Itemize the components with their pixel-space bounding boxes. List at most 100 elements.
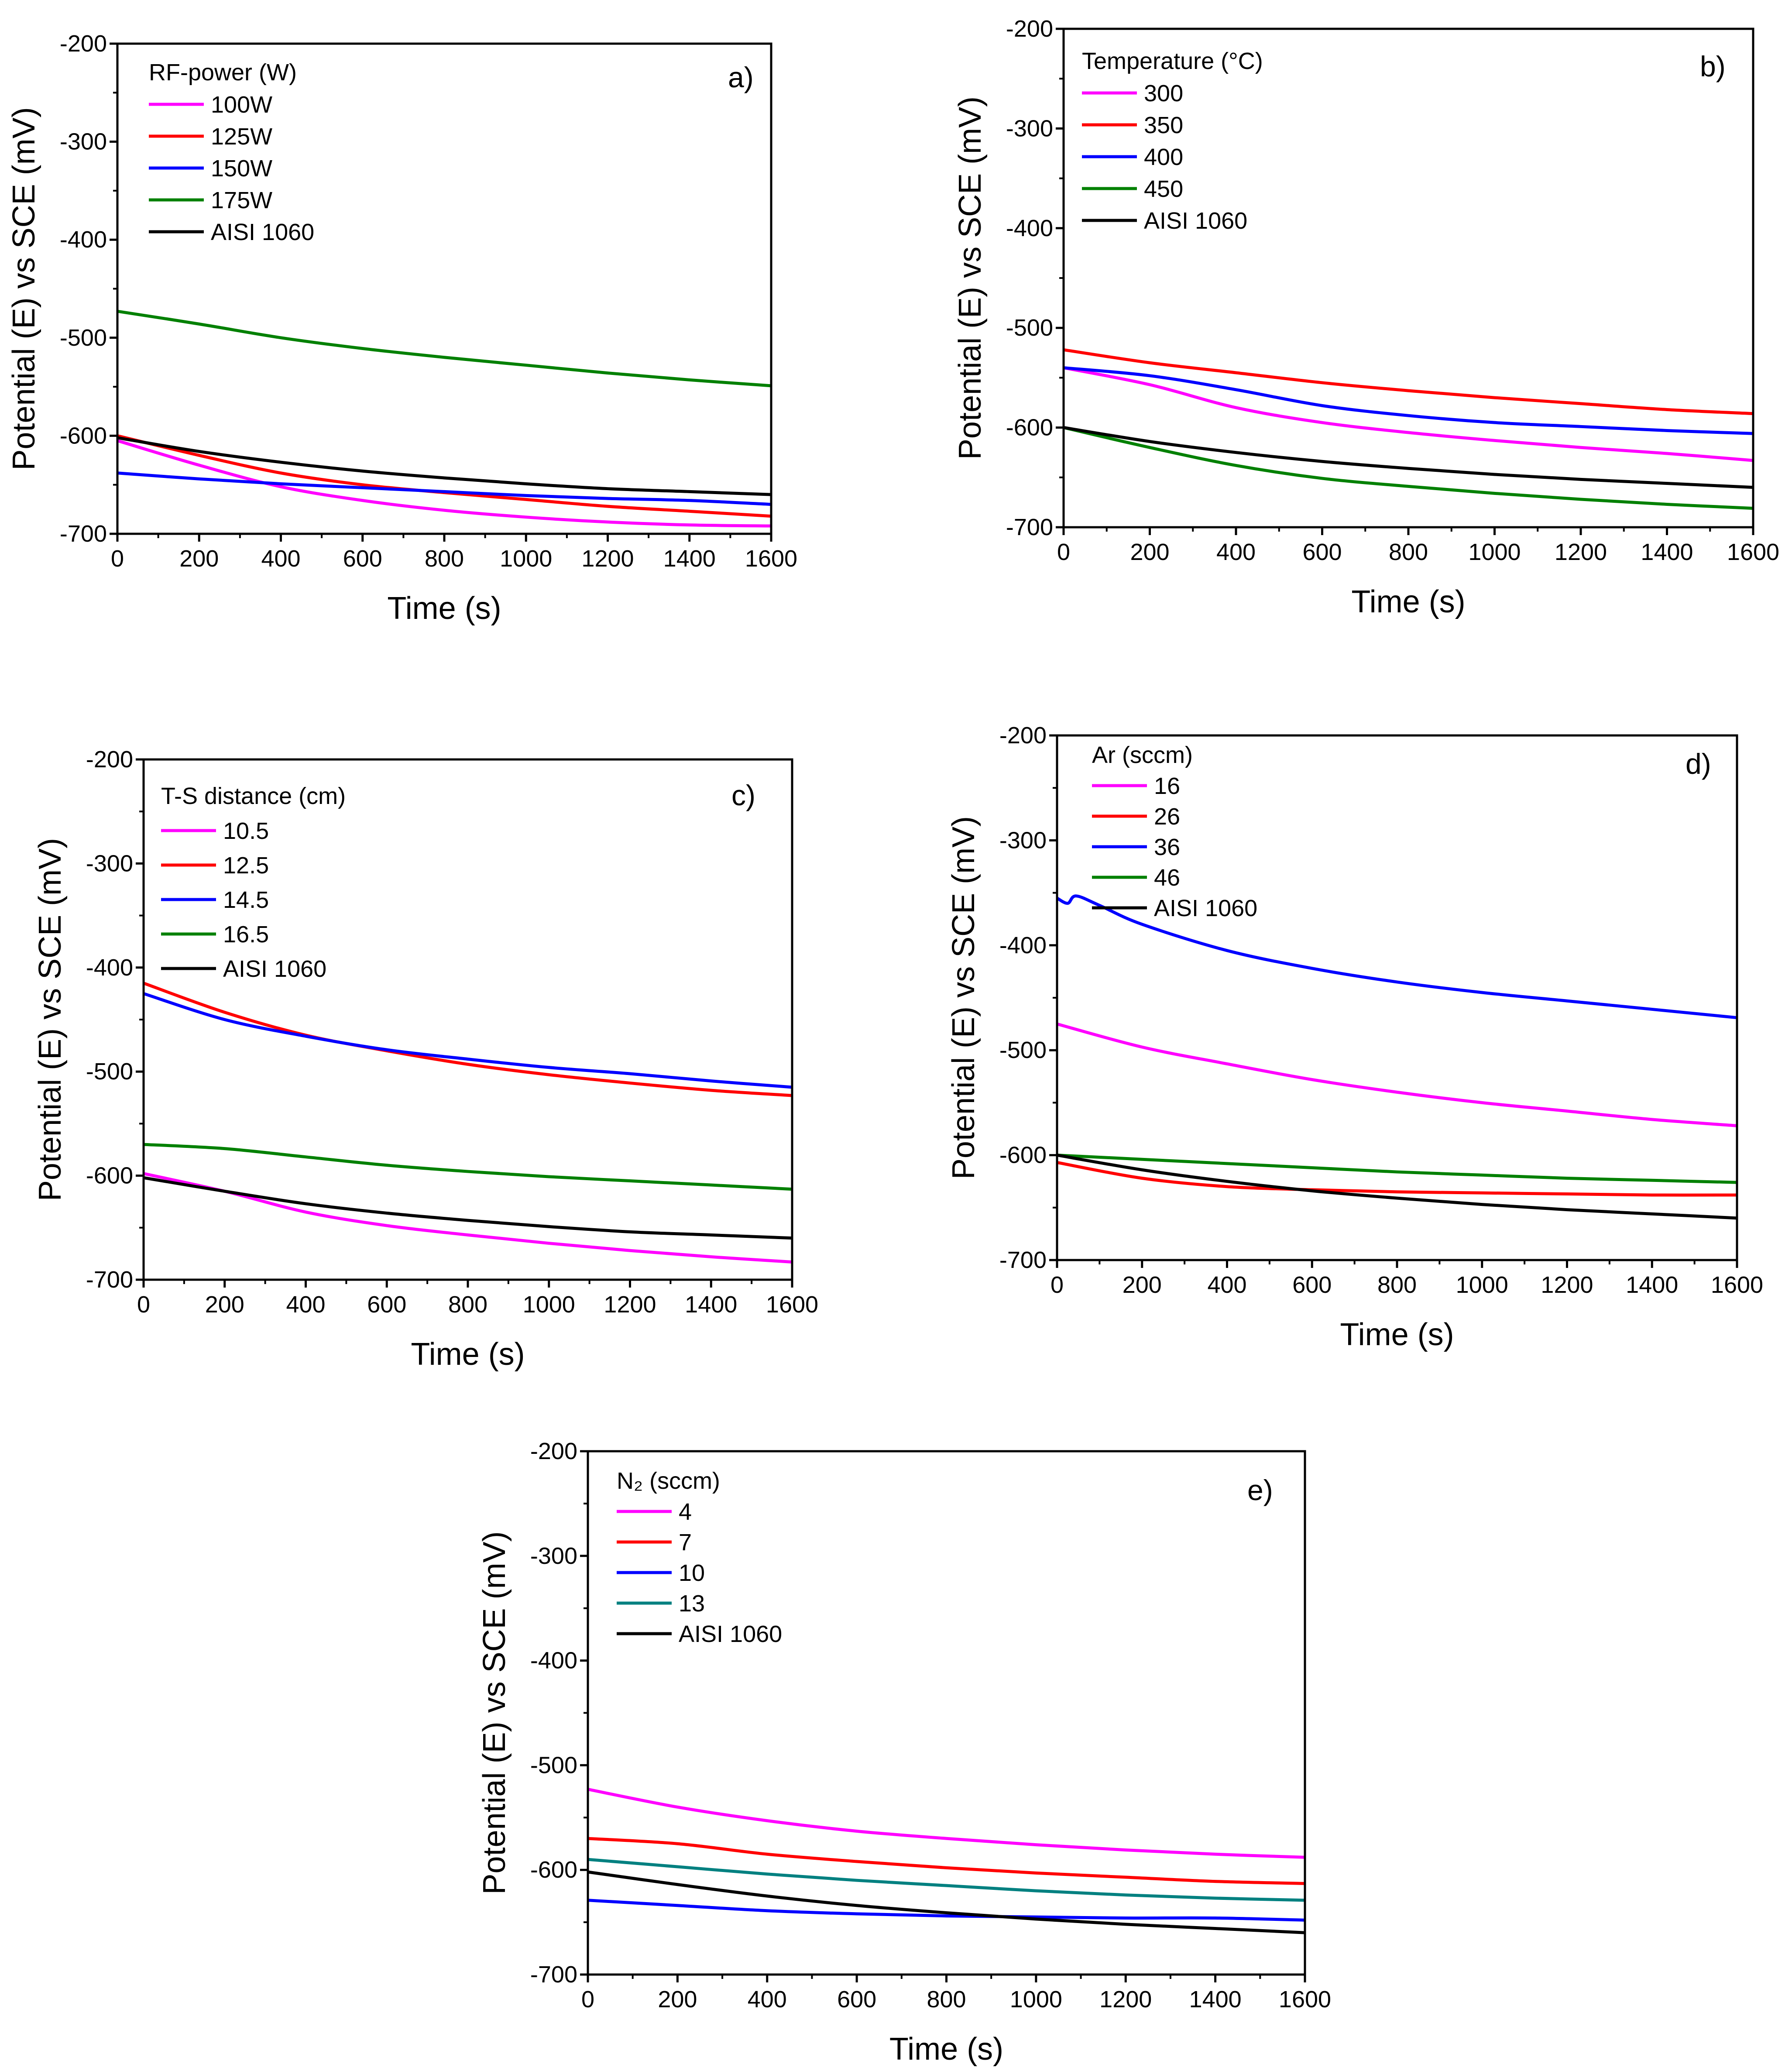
panel-label: b) — [1700, 50, 1726, 82]
x-tick-label: 400 — [286, 1291, 325, 1318]
series-line-4 — [587, 1788, 1305, 1859]
chart-panel-d: 0 200 400 600 800 1000 1200 1400 1600 -700 -600 -50… — [946, 722, 1763, 1352]
y-tick-label: -200 — [1006, 16, 1053, 42]
y-tick-label: -500 — [1006, 315, 1053, 341]
panel-label: c) — [731, 779, 755, 811]
x-tick-label: 200 — [179, 546, 219, 572]
x-tick-label: 1600 — [766, 1291, 818, 1318]
legend-label: 400 — [1144, 144, 1183, 170]
x-tick-label: 1600 — [1711, 1272, 1763, 1298]
legend-label: 10.5 — [223, 818, 269, 844]
series-line-300 — [1063, 366, 1754, 462]
legend-label: 14.5 — [223, 887, 269, 913]
x-tick-label: 200 — [658, 1986, 697, 2013]
y-tick-label: -400 — [999, 932, 1047, 958]
y-tick-label: -700 — [1006, 514, 1053, 540]
y-tick-label: -500 — [999, 1037, 1047, 1063]
x-tick-label: 1200 — [1541, 1272, 1593, 1298]
x-tick-label: 800 — [927, 1986, 966, 2013]
legend-title: Ar (sccm) — [1092, 742, 1193, 768]
x-tick-label: 0 — [581, 1986, 594, 2013]
y-tick-label: -200 — [530, 1438, 577, 1464]
series-line-125w — [117, 434, 772, 518]
series-line-400 — [1063, 366, 1754, 435]
y-tick-label: -500 — [86, 1058, 133, 1085]
series-line-36 — [1056, 894, 1737, 1020]
y-axis-label: Potential (E) vs SCE (mV) — [7, 107, 41, 470]
series-line-450 — [1063, 426, 1754, 510]
series-line-14.5 — [143, 992, 793, 1089]
x-tick-label: 1200 — [1555, 539, 1607, 565]
x-tick-label: 1400 — [1641, 539, 1693, 565]
legend-label: 4 — [679, 1499, 692, 1525]
y-tick-label: -300 — [530, 1543, 577, 1569]
x-tick-label: 1600 — [1727, 539, 1779, 565]
panel-label: d) — [1686, 748, 1711, 780]
x-tick-label: 1400 — [1189, 1986, 1242, 2013]
legend-label: 175W — [211, 187, 272, 213]
y-tick-label: -200 — [999, 722, 1047, 749]
legend-title: Temperature (°C) — [1082, 48, 1263, 74]
y-tick-label: -300 — [999, 827, 1047, 853]
legend-label: 125W — [211, 124, 272, 150]
x-tick-label: 1600 — [1279, 1986, 1331, 2013]
legend-label: 16.5 — [223, 921, 269, 948]
legend-label: AISI 1060 — [1154, 895, 1257, 921]
legend-title: T-S distance (cm) — [161, 783, 346, 809]
legend-label: 100W — [211, 92, 272, 118]
x-tick-label: 600 — [837, 1986, 876, 2013]
legend-label: 12.5 — [223, 852, 269, 879]
series-line-100w — [117, 439, 772, 528]
legend-label: AISI 1060 — [679, 1621, 782, 1647]
y-tick-label: -700 — [999, 1247, 1047, 1273]
x-tick-label: 1000 — [1010, 1986, 1062, 2013]
legend-label: AISI 1060 — [211, 219, 314, 245]
legend-label: 26 — [1154, 804, 1180, 830]
y-tick-label: -400 — [1006, 215, 1053, 241]
x-axis-label: Time (s) — [1340, 1317, 1454, 1352]
series-line-46 — [1057, 1154, 1737, 1184]
series-line-aisi-1060 — [587, 1870, 1305, 1934]
x-axis-label: Time (s) — [387, 591, 501, 626]
x-tick-label: 600 — [343, 546, 382, 572]
x-tick-label: 200 — [1123, 1272, 1162, 1298]
series-line-26 — [1057, 1161, 1737, 1197]
legend-label: 13 — [679, 1590, 705, 1617]
x-tick-label: 1400 — [1626, 1272, 1678, 1298]
series-line-10.5 — [143, 1172, 793, 1264]
legend-label: 46 — [1154, 865, 1180, 891]
legend-label: 450 — [1144, 176, 1183, 202]
chart-panel-b: 0 200 400 600 800 1000 1200 1400 1600 -700 -600 -50… — [953, 16, 1779, 619]
x-tick-label: 0 — [111, 546, 124, 572]
series-line-10 — [587, 1899, 1305, 1922]
x-tick-label: 1000 — [523, 1291, 575, 1318]
series-line-aisi-1060 — [1057, 1154, 1737, 1220]
series-line-175w — [117, 309, 772, 388]
y-tick-label: -400 — [60, 227, 107, 253]
x-tick-label: 1200 — [1099, 1986, 1152, 2013]
x-tick-label: 800 — [448, 1291, 487, 1318]
series-line-aisi-1060 — [1063, 426, 1754, 489]
x-tick-label: 400 — [1216, 539, 1256, 565]
y-axis-label: Potential (E) vs SCE (mV) — [946, 816, 981, 1179]
x-axis-label: Time (s) — [411, 1337, 525, 1372]
x-axis-label: Time (s) — [889, 2032, 1003, 2067]
legend-title: N₂ (sccm) — [617, 1468, 720, 1494]
chart-panel-c: 0 200 400 600 800 1000 1200 1400 1600 -700 -600 -50… — [33, 746, 818, 1372]
legend-label: 7 — [679, 1529, 692, 1556]
y-tick-label: -500 — [530, 1752, 577, 1778]
series-line-7 — [587, 1837, 1305, 1885]
y-tick-label: -600 — [530, 1857, 577, 1883]
x-tick-label: 1200 — [581, 546, 634, 572]
x-tick-label: 1400 — [685, 1291, 737, 1318]
legend-label: 150W — [211, 155, 272, 182]
x-tick-label: 1200 — [604, 1291, 656, 1318]
x-tick-label: 800 — [1377, 1272, 1417, 1298]
x-tick-label: 1000 — [1456, 1272, 1508, 1298]
x-tick-label: 0 — [137, 1291, 150, 1318]
y-tick-label: -300 — [60, 129, 107, 155]
series-line-13 — [587, 1858, 1305, 1902]
x-tick-label: 1000 — [1468, 539, 1521, 565]
y-tick-label: -400 — [86, 955, 133, 981]
